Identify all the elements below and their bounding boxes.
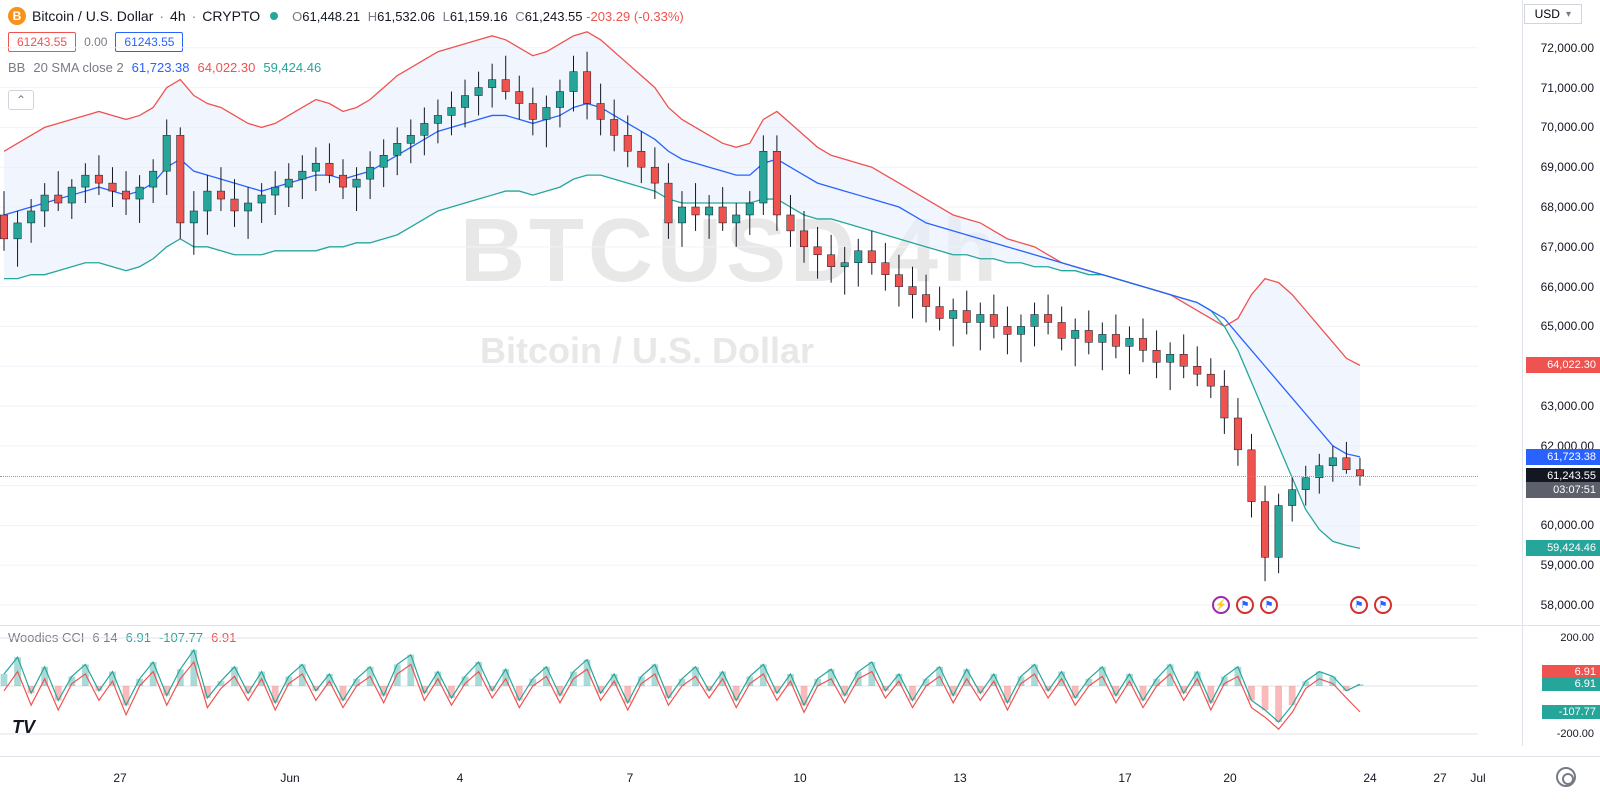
price-tick: 59,000.00 <box>1541 558 1594 572</box>
time-tick: 27 <box>113 771 126 785</box>
lightning-event-icon[interactable]: ⚡ <box>1212 596 1230 614</box>
cci-axis-label: -107.77 <box>1542 705 1600 719</box>
calendar-events[interactable]: ⚑⚑ <box>1350 596 1392 614</box>
price-tick: 71,000.00 <box>1541 81 1594 95</box>
current-price-line <box>0 476 1478 477</box>
cci-tick: 200.00 <box>1560 632 1594 644</box>
cci-chart[interactable] <box>0 626 1478 746</box>
price-axis[interactable]: 58,000.0059,000.0060,000.0061,000.0062,0… <box>1522 0 1600 625</box>
time-tick: 10 <box>793 771 806 785</box>
time-tick: 17 <box>1118 771 1131 785</box>
time-tick: 13 <box>953 771 966 785</box>
price-tick: 63,000.00 <box>1541 399 1594 413</box>
price-tick: 66,000.00 <box>1541 280 1594 294</box>
cci-tick: -200.00 <box>1557 728 1594 740</box>
time-tick: Jul <box>1470 771 1485 785</box>
price-tick: 72,000.00 <box>1541 41 1594 55</box>
price-tick: 60,000.00 <box>1541 518 1594 532</box>
cci-indicator-panel: Woodies CCI 6 14 6.91 -107.77 6.91 -200.… <box>0 625 1600 745</box>
time-tick: 4 <box>457 771 464 785</box>
flag-event-icon[interactable]: ⚑ <box>1350 596 1368 614</box>
price-tick: 65,000.00 <box>1541 319 1594 333</box>
goto-date-icon[interactable] <box>1556 767 1576 787</box>
time-tick: 27 <box>1433 771 1446 785</box>
flag-event-icon[interactable]: ⚑ <box>1374 596 1392 614</box>
cci-axis[interactable]: -200.000200.006.916.91-107.77 <box>1522 626 1600 746</box>
tradingview-logo[interactable]: TV <box>12 717 35 738</box>
flag-event-icon[interactable]: ⚑ <box>1236 596 1254 614</box>
price-tick: 69,000.00 <box>1541 160 1594 174</box>
time-axis[interactable]: 27 Jun 4 7 10 13 17 20 24 27 Jul <box>0 756 1600 806</box>
time-tick: 7 <box>627 771 634 785</box>
main-price-chart[interactable] <box>0 0 1478 625</box>
price-tick: 70,000.00 <box>1541 120 1594 134</box>
price-tick: 58,000.00 <box>1541 598 1594 612</box>
flag-event-icon[interactable]: ⚑ <box>1260 596 1278 614</box>
price-axis-label: 03:07:51 <box>1526 482 1600 498</box>
time-tick: Jun <box>280 771 299 785</box>
time-tick: 24 <box>1363 771 1376 785</box>
cci-axis-label: 6.91 <box>1542 677 1600 691</box>
price-axis-label: 64,022.30 <box>1526 357 1600 373</box>
price-tick: 68,000.00 <box>1541 200 1594 214</box>
price-tick: 67,000.00 <box>1541 240 1594 254</box>
time-tick: 20 <box>1223 771 1236 785</box>
price-axis-label: 59,424.46 <box>1526 540 1600 556</box>
price-axis-label: 61,723.38 <box>1526 449 1600 465</box>
calendar-events[interactable]: ⚡ ⚑ ⚑ <box>1212 596 1278 614</box>
